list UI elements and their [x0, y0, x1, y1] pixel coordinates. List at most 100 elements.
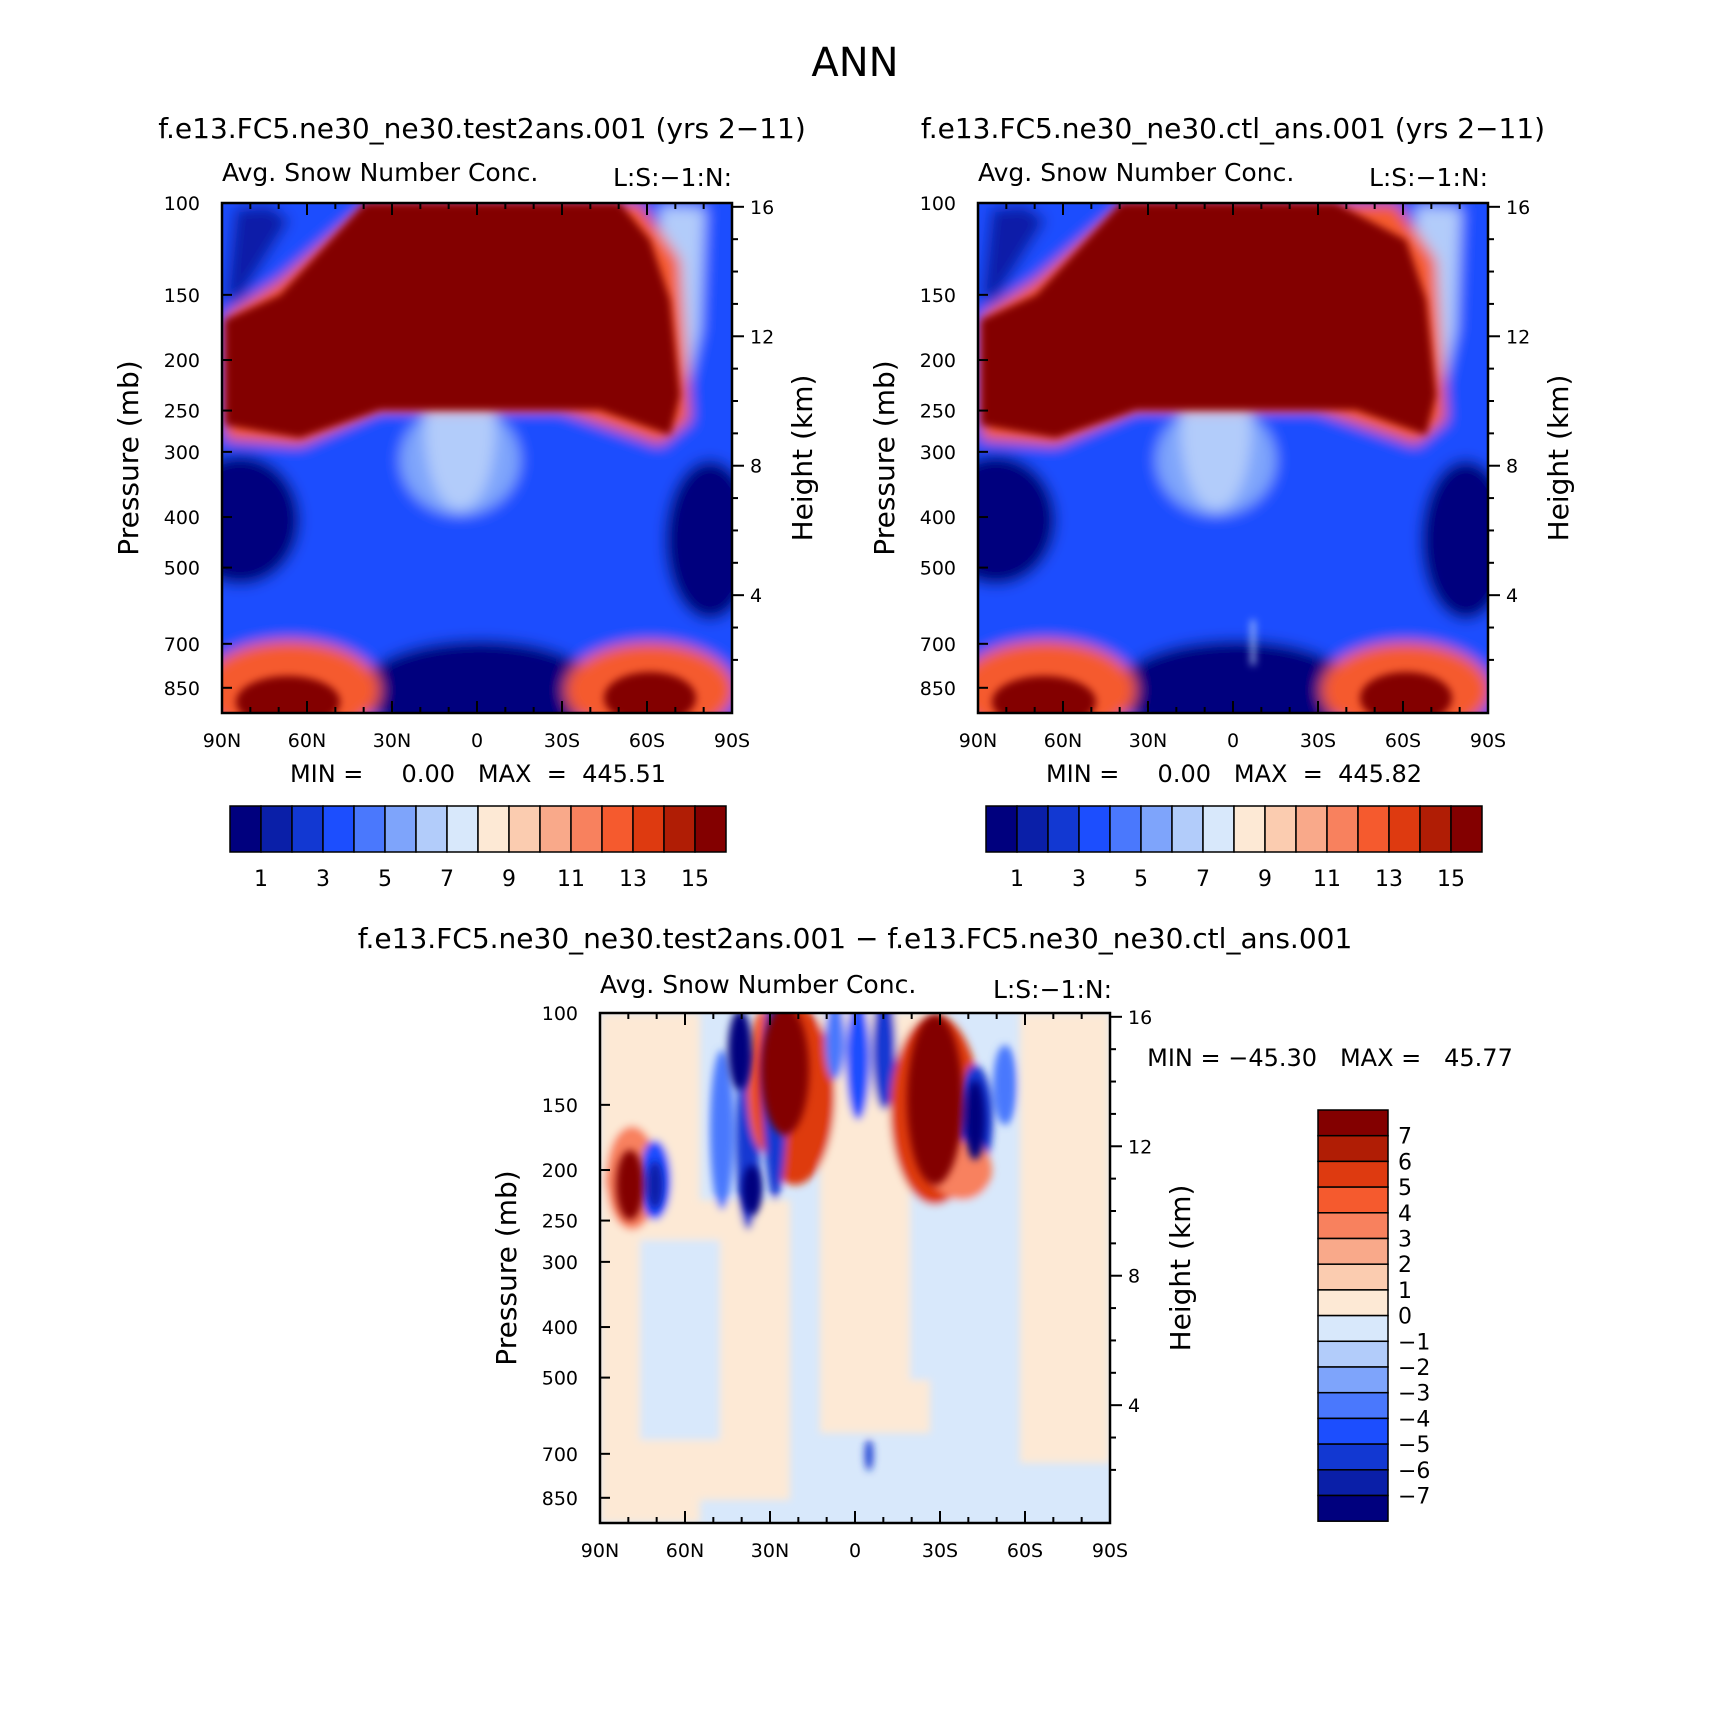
colorbar-box — [1078, 805, 1111, 853]
y-tick-label: 300 — [920, 442, 956, 464]
colorbar-label: 3 — [1398, 1228, 1412, 1253]
x-tick-label: 60N — [1044, 730, 1082, 752]
y2-tick-label: 4 — [1506, 585, 1518, 607]
colorbar-box — [1317, 1160, 1389, 1188]
colorbar-label: −5 — [1398, 1433, 1430, 1458]
y-tick-label: 400 — [920, 507, 956, 529]
y2-tick-label: 16 — [750, 197, 774, 219]
colorbar-box — [1317, 1212, 1389, 1240]
colorbar-box — [1317, 1289, 1389, 1317]
colorbar-label: 15 — [681, 867, 709, 892]
y-tick-label: 100 — [542, 1003, 578, 1025]
x-tick-label: 30S — [1300, 730, 1336, 752]
colorbar-box — [1357, 805, 1390, 853]
colorbar-box — [1317, 1391, 1389, 1420]
panel-right-colorbar: 1 3 5 7 9 11 13 15 — [985, 805, 1483, 892]
y-tick-label: 150 — [164, 285, 200, 307]
panel-diff-units-label: L:S:−1:N: — [993, 975, 1112, 1004]
y2-tick-label: 4 — [750, 585, 762, 607]
panel-left-y-axis: 100 150 200 250 300 400 500 700 850 — [164, 193, 232, 700]
y-tick-label: 100 — [920, 193, 956, 215]
colorbar-label: 3 — [316, 867, 330, 892]
y2-tick-label: 8 — [1506, 456, 1518, 478]
x-tick-label: 0 — [471, 730, 483, 752]
colorbar-box — [1317, 1237, 1389, 1265]
panel-right: f.e13.FC5.ne30_ne30.ctl_ans.001 (yrs 2−1… — [868, 112, 1575, 892]
colorbar-label: 1 — [1398, 1279, 1412, 1304]
y2-tick-label: 8 — [1128, 1266, 1140, 1288]
panel-left-colorbar: 1 3 5 7 9 11 13 15 — [229, 805, 727, 892]
panel-diff-var-title: Avg. Snow Number Conc. — [600, 970, 916, 999]
colorbar-label: 5 — [1134, 867, 1148, 892]
colorbar-box — [477, 805, 510, 853]
colorbar-label: 11 — [557, 867, 585, 892]
x-tick-label: 60S — [1007, 1540, 1043, 1562]
y-tick-label: 850 — [164, 678, 200, 700]
panel-diff-ylabel: Pressure (mb) — [490, 1170, 523, 1365]
panel-left-contour-field — [222, 203, 732, 713]
y-tick-label: 500 — [542, 1368, 578, 1390]
colorbar-label: 5 — [1398, 1176, 1412, 1201]
y-tick-label: 150 — [920, 285, 956, 307]
colorbar-box — [1264, 805, 1297, 853]
x-tick-label: 30N — [1129, 730, 1167, 752]
colorbar-box — [1317, 1134, 1389, 1163]
colorbar-label: 9 — [502, 867, 516, 892]
y-tick-label: 400 — [542, 1317, 578, 1339]
x-tick-label: 90S — [1092, 1540, 1128, 1562]
colorbar-label: −7 — [1398, 1485, 1430, 1510]
x-tick-label: 30S — [544, 730, 580, 752]
colorbar-box — [1202, 805, 1235, 853]
colorbar-label: 3 — [1072, 867, 1086, 892]
panel-left-var-title: Avg. Snow Number Conc. — [222, 158, 538, 187]
y-tick-label: 150 — [542, 1095, 578, 1117]
y-tick-label: 200 — [920, 350, 956, 372]
colorbar-box — [570, 805, 603, 853]
colorbar-label: 4 — [1398, 1202, 1412, 1227]
y-tick-label: 500 — [164, 558, 200, 580]
colorbar-box — [384, 805, 417, 853]
colorbar-box — [508, 805, 541, 853]
colorbar-box — [1317, 1417, 1389, 1445]
y-tick-label: 400 — [164, 507, 200, 529]
colorbar-box — [1295, 805, 1328, 853]
panel-right-x-axis: 90N 60N 30N 0 30S 60S 90S — [959, 203, 1506, 752]
colorbar-box — [291, 805, 324, 853]
x-tick-label: 90N — [203, 730, 241, 752]
colorbar-box — [1317, 1314, 1389, 1343]
panel-left-min-max: MIN = 0.00 MAX = 445.51 — [290, 760, 666, 788]
colorbar-label: 13 — [619, 867, 647, 892]
panel-diff-x-axis: 90N 60N 30N 0 30S 60S 90S — [581, 1013, 1128, 1562]
colorbar-box — [322, 805, 355, 853]
colorbar-box — [1317, 1109, 1389, 1137]
colorbar-box — [1317, 1443, 1389, 1471]
panel-left-ylabel: Pressure (mb) — [112, 360, 145, 555]
panel-left-x-axis: 90N 60N 30N 0 30S 60S 90S — [203, 203, 750, 752]
y-tick-label: 100 — [164, 193, 200, 215]
y-tick-label: 250 — [164, 401, 200, 423]
colorbar-box — [1140, 805, 1173, 853]
x-tick-label: 30S — [922, 1540, 958, 1562]
colorbar-box — [1450, 805, 1483, 853]
y-tick-label: 500 — [920, 558, 956, 580]
colorbar-label: 9 — [1258, 867, 1272, 892]
y-tick-label: 700 — [920, 634, 956, 656]
colorbar-box — [1317, 1263, 1389, 1291]
colorbar-box — [260, 805, 293, 853]
colorbar-label: 7 — [1196, 867, 1210, 892]
y-tick-label: 700 — [164, 634, 200, 656]
panel-left-y2-axis: 4 8 12 16 — [732, 197, 774, 661]
colorbar-box — [1171, 805, 1204, 853]
x-tick-label: 30N — [751, 1540, 789, 1562]
panel-right-y2-axis: 4 8 12 16 — [1488, 197, 1530, 661]
y-tick-label: 700 — [542, 1444, 578, 1466]
x-tick-label: 30N — [373, 730, 411, 752]
colorbar-box — [1317, 1366, 1389, 1394]
y-tick-label: 200 — [542, 1160, 578, 1182]
x-tick-label: 60N — [666, 1540, 704, 1562]
colorbar-box — [229, 805, 262, 853]
x-tick-label: 60N — [288, 730, 326, 752]
y2-tick-label: 12 — [750, 326, 774, 348]
panel-left: f.e13.FC5.ne30_ne30.test2ans.001 (yrs 2−… — [112, 112, 819, 892]
x-tick-label: 60S — [629, 730, 665, 752]
